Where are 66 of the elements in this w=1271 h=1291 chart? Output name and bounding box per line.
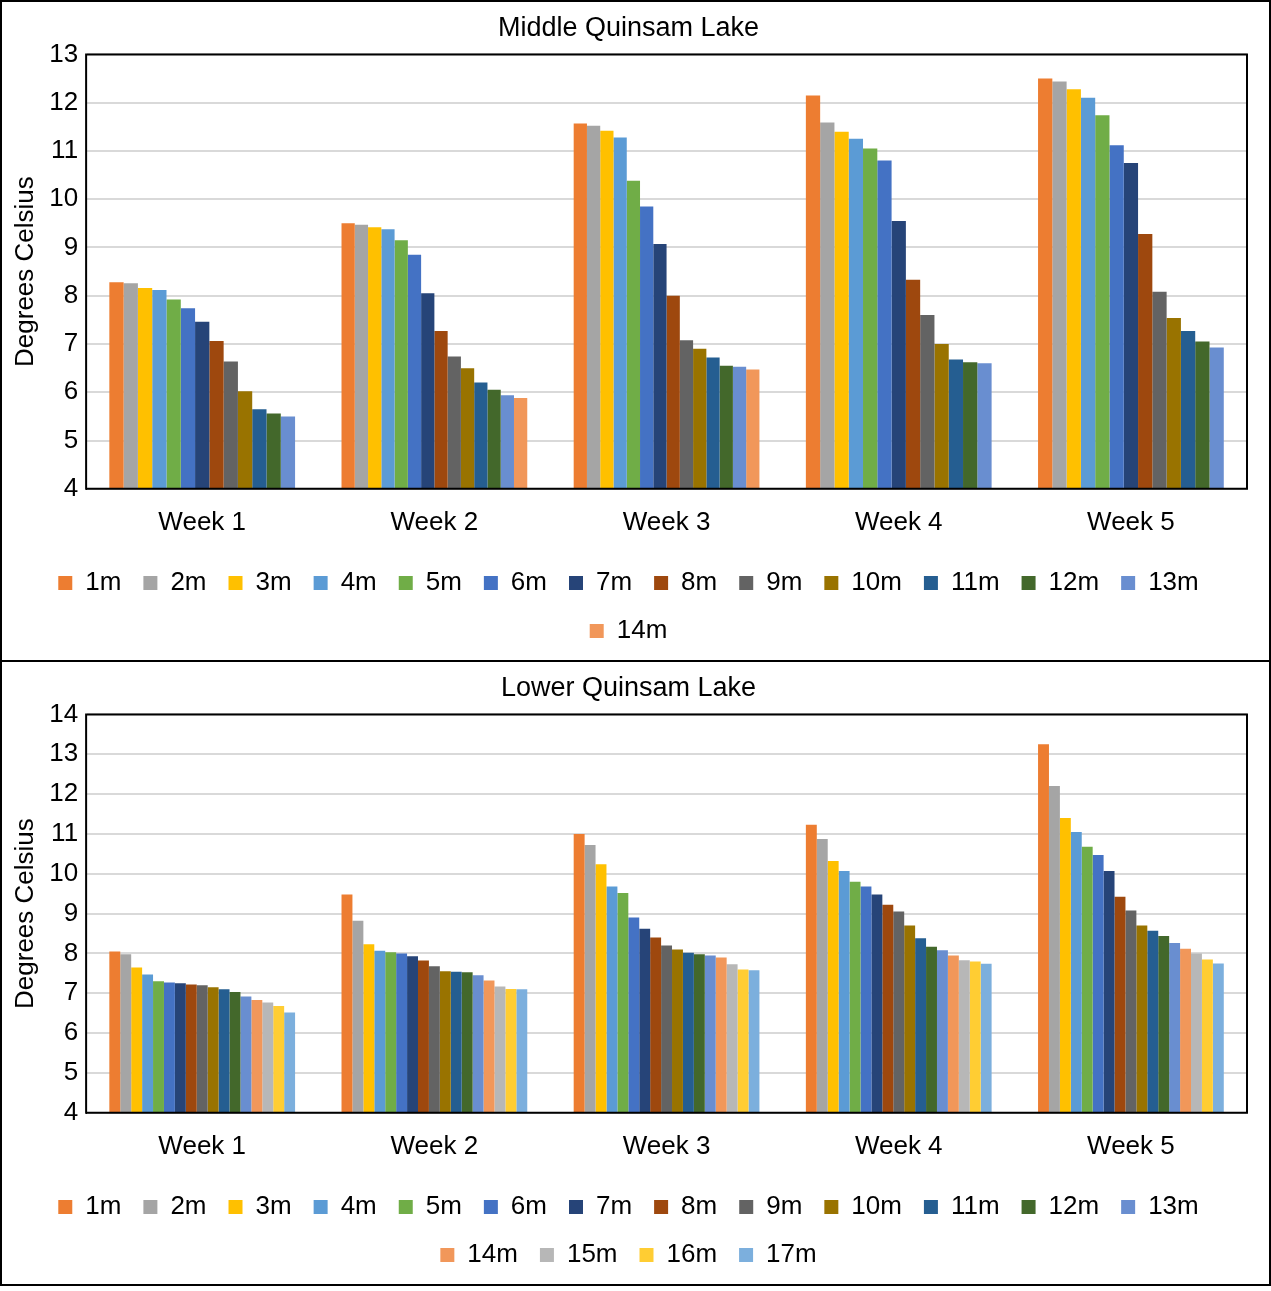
y-tick-label: 14 <box>49 697 79 728</box>
legend-label: 5m <box>425 1190 462 1221</box>
x-tick-label: Week 4 <box>854 1129 943 1160</box>
y-tick-label: 8 <box>63 278 79 309</box>
x-tick-label: Week 3 <box>622 1129 711 1160</box>
legend-label: 8m <box>681 566 718 597</box>
y-axis-title: Degrees Celsius <box>8 176 39 367</box>
y-tick-label: 11 <box>51 817 79 848</box>
legend-label: 3m <box>255 1190 292 1221</box>
y-tick-label: 8 <box>63 936 79 967</box>
x-tick-label: Week 3 <box>622 505 711 536</box>
legend-label: 16m <box>666 1238 718 1269</box>
legend-label: 8m <box>681 1190 718 1221</box>
legend-label: 11m <box>950 566 1000 597</box>
legend-label: 5m <box>425 566 462 597</box>
x-tick-label: Week 5 <box>1087 505 1175 536</box>
x-tick-label: Week 1 <box>158 505 247 536</box>
x-tick-label: Week 1 <box>158 1129 247 1160</box>
legend-label: 7m <box>595 566 633 597</box>
legend-label: 10m <box>851 1190 902 1221</box>
legend-label: 11m <box>950 1190 1000 1221</box>
x-tick-label: Week 2 <box>390 505 479 536</box>
legend-label: 10m <box>851 566 902 597</box>
legend-label: 12m <box>1048 1190 1100 1221</box>
legend-label: 7m <box>595 1190 633 1221</box>
y-tick-label: 13 <box>49 737 79 768</box>
legend-label: 17m <box>766 1238 817 1269</box>
legend-label: 4m <box>340 1190 377 1221</box>
y-tick-label: 13 <box>49 37 79 68</box>
legend-label: 13m <box>1148 566 1199 597</box>
y-tick-label: 6 <box>63 375 79 406</box>
legend-label: 14m <box>616 614 668 645</box>
legend-label: 9m <box>766 1190 803 1221</box>
y-tick-label: 4 <box>63 1095 79 1126</box>
y-tick-label: 9 <box>63 230 79 261</box>
legend-label: 12m <box>1048 566 1100 597</box>
legend-label: 2m <box>170 566 207 597</box>
legend-label: 1m <box>85 566 122 597</box>
y-tick-label: 7 <box>63 327 79 358</box>
legend-label: 13m <box>1148 1190 1199 1221</box>
y-tick-label: 7 <box>63 976 79 1007</box>
y-tick-label: 12 <box>49 85 79 116</box>
y-tick-label: 4 <box>63 471 79 502</box>
y-tick-label: 6 <box>63 1016 79 1047</box>
y-tick-label: 10 <box>49 856 79 887</box>
x-tick-label: Week 5 <box>1087 1129 1175 1160</box>
legend-label: 4m <box>340 566 377 597</box>
y-axis-title: Degrees Celsius <box>8 818 39 1009</box>
legend-label: 1m <box>85 1190 122 1221</box>
y-tick-label: 5 <box>63 423 79 454</box>
legend-label: 14m <box>467 1238 518 1269</box>
legend-label: 6m <box>510 566 547 597</box>
legend-label: 6m <box>510 1190 547 1221</box>
legend-label: 15m <box>566 1238 618 1269</box>
y-tick-label: 12 <box>49 777 79 808</box>
y-tick-label: 11 <box>51 134 79 165</box>
legend-label: 9m <box>766 566 803 597</box>
y-tick-label: 5 <box>63 1056 79 1087</box>
legend-label: 3m <box>255 566 292 597</box>
legend-label: 2m <box>170 1190 207 1221</box>
chart-title: Middle Quinsam Lake <box>497 11 760 42</box>
chart-title: Lower Quinsam Lake <box>500 671 757 702</box>
y-tick-label: 10 <box>49 182 79 213</box>
x-tick-label: Week 4 <box>854 505 943 536</box>
x-tick-label: Week 2 <box>390 1129 479 1160</box>
y-tick-label: 9 <box>63 896 79 927</box>
